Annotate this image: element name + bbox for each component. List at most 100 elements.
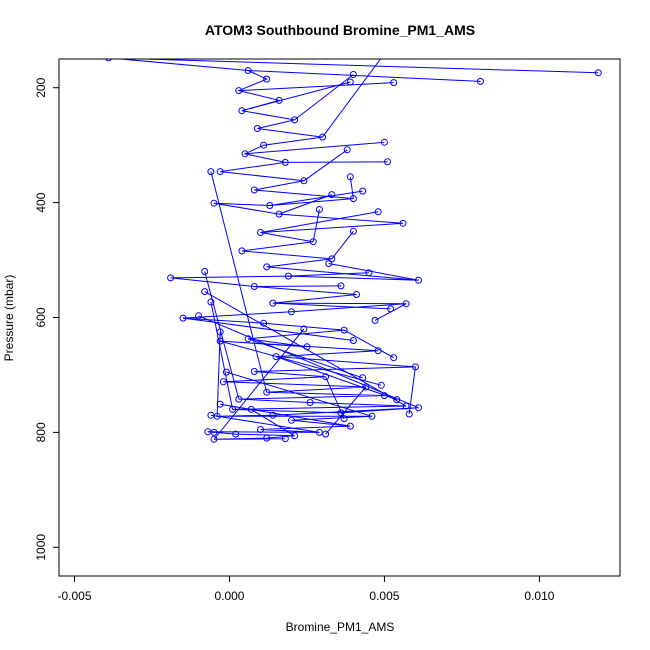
data-point [393, 396, 401, 404]
data-point [322, 430, 330, 438]
data-point [272, 353, 280, 361]
data-point [380, 392, 388, 400]
data-point [250, 186, 258, 194]
series-segment [322, 59, 382, 138]
data-point [210, 435, 218, 443]
series-segment [128, 59, 599, 74]
data-point [380, 138, 388, 146]
series-segment [254, 285, 342, 287]
series-segment [325, 376, 345, 419]
series-segment [213, 328, 305, 440]
x-axis-label: Bromine_PM1_AMS [286, 620, 395, 634]
data-point [337, 282, 345, 290]
series-segment [303, 149, 348, 182]
data-point [349, 71, 357, 78]
y-tick-label: 600 [34, 307, 48, 327]
data-point [368, 412, 376, 420]
data-point [371, 316, 379, 324]
series-segment [272, 302, 391, 310]
series-segment [331, 230, 354, 260]
series-segment [220, 340, 382, 386]
data-point [384, 158, 391, 166]
y-tick-label: 800 [34, 422, 48, 442]
data-point [390, 79, 398, 87]
data-point [594, 69, 602, 77]
series-segment [285, 161, 388, 163]
series-segment [210, 414, 320, 433]
data-point [411, 363, 419, 371]
data-point [281, 435, 289, 443]
data-point [210, 428, 218, 436]
series-segment [226, 371, 373, 417]
data-point [238, 107, 246, 115]
data-point [207, 168, 215, 176]
chart-title: ATOM3 Southbound Bromine_PM1_AMS [205, 22, 475, 38]
series-segment [210, 171, 268, 393]
series-segment [244, 141, 385, 155]
data-point [195, 312, 202, 320]
plot-frame [58, 58, 621, 577]
series-segment [343, 329, 394, 359]
series-segment [198, 315, 419, 409]
data-point [241, 150, 249, 158]
series-segment [210, 301, 234, 410]
data-point [179, 314, 187, 322]
series-line [115, 59, 419, 440]
data-point [300, 177, 308, 185]
data-point [229, 405, 237, 413]
data-point [291, 116, 299, 124]
data-point [263, 75, 271, 83]
data-point [415, 276, 422, 284]
data-point [340, 326, 348, 334]
data-point [415, 404, 422, 412]
data-point [365, 269, 373, 277]
series-segment [288, 272, 369, 277]
data-point [207, 298, 215, 306]
data-point [374, 208, 382, 216]
data-point [210, 199, 218, 207]
data-point [201, 268, 209, 275]
x-tick-label: 0.005 [369, 589, 399, 603]
data-point [222, 368, 230, 376]
data-point [353, 291, 360, 298]
data-point [232, 430, 240, 438]
data-point [250, 283, 258, 290]
data-point [216, 168, 224, 176]
data-point [257, 426, 264, 433]
y-tick-label: 1000 [34, 534, 48, 561]
data-point [263, 263, 271, 271]
data-point [315, 428, 323, 436]
series-segment [204, 271, 240, 400]
series-segment [204, 291, 407, 407]
series-segment [248, 70, 481, 82]
data-point [235, 87, 243, 95]
data-point [216, 400, 224, 408]
data-point [266, 202, 274, 209]
series-segment [294, 74, 354, 121]
data-point [402, 402, 410, 410]
data-point [291, 432, 299, 440]
data-point [269, 299, 277, 307]
data-point [216, 328, 224, 336]
data-point [269, 411, 277, 419]
series-segment [325, 386, 367, 435]
data-point [337, 409, 345, 417]
data-point [284, 272, 292, 280]
y-axis: 200 400 600 800 1000 [34, 77, 60, 561]
data-point [235, 395, 243, 403]
data-point [275, 210, 283, 218]
series-segment [349, 176, 354, 199]
data-point [247, 405, 255, 413]
data-point [257, 229, 264, 236]
data-point [244, 335, 252, 343]
data-point [167, 274, 175, 282]
data-point [349, 195, 357, 203]
data-point [377, 381, 385, 389]
y-tick-label: 400 [34, 192, 48, 212]
series-segment [275, 356, 397, 401]
data-point [238, 247, 246, 255]
data-point [288, 416, 295, 424]
data-point [362, 383, 370, 391]
data-point [390, 354, 398, 362]
